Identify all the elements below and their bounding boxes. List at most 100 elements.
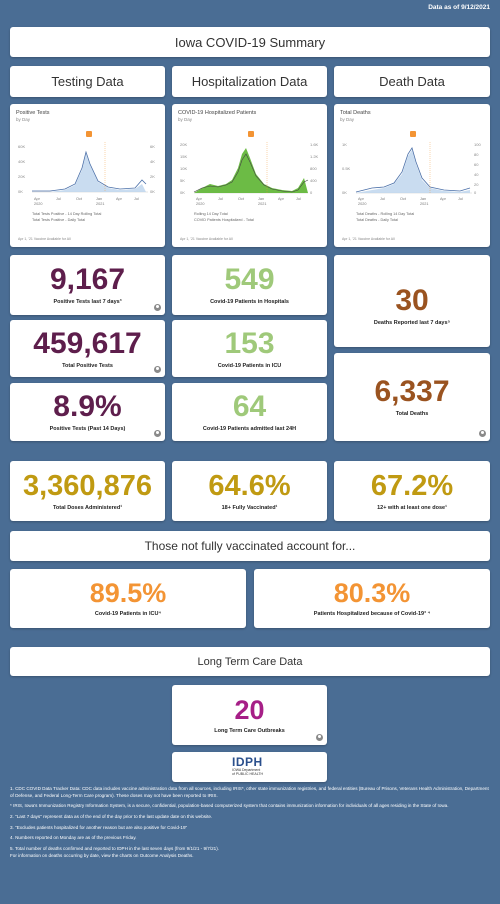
page-title: Iowa COVID-19 Summary	[174, 34, 326, 50]
stat-label: Total Doses Administered¹	[52, 504, 123, 511]
hospitalized-card[interactable]: 549 Covid-19 Patients in Hospitals	[172, 255, 327, 315]
unvax-hosp-card[interactable]: 80.3% Patients Hospitalized because of C…	[254, 569, 490, 628]
total-positive-tests-card[interactable]: 459,617 Total Positive Tests	[10, 320, 165, 377]
stat-label: Covid-19 Patients in ICU⁴	[94, 611, 162, 617]
unvax-icu-card[interactable]: 89.5% Covid-19 Patients in ICU⁴	[10, 569, 246, 628]
unvaccinated-header: Those not fully vaccinated account for..…	[10, 531, 490, 561]
stat-value: 3,360,876	[22, 469, 152, 502]
svg-text:0.5K: 0.5K	[342, 166, 351, 171]
user-icon[interactable]	[154, 430, 161, 437]
svg-text:Jul: Jul	[380, 197, 385, 201]
svg-text:Oct: Oct	[238, 197, 245, 201]
stat-value: 459,617	[33, 326, 142, 360]
footnote: For information on deaths occurring by d…	[10, 852, 194, 858]
chart-subtitle: by Day	[178, 117, 193, 122]
idph-logo: IDPH IOWA Department of PUBLIC HEALTH	[232, 756, 263, 776]
stat-value: 20	[234, 694, 265, 725]
idph-logo-line2: of PUBLIC HEALTH	[232, 772, 264, 776]
stat-label: Positive Tests last 7 days³	[53, 299, 122, 305]
legend-item: Rolling 14 Day Total	[194, 212, 228, 216]
legend-item: Total Deaths - Daily Total	[356, 218, 398, 222]
stat-label: Deaths Reported last 7 days⁵	[373, 320, 451, 326]
positivity-rate-card[interactable]: 8.9% Positive Tests (Past 14 Days)	[10, 383, 165, 441]
stat-value: 89.5%	[89, 578, 167, 608]
info-icon[interactable]	[86, 131, 92, 137]
svg-text:0K: 0K	[180, 190, 185, 195]
svg-text:0: 0	[310, 190, 313, 195]
svg-text:Oct: Oct	[76, 197, 83, 201]
footnote: 2. "Last 7 days" represent data as of th…	[10, 813, 213, 819]
stat-label: Patients Hospitalized because of Covid-1…	[313, 611, 431, 617]
svg-text:2021: 2021	[420, 202, 428, 206]
testing-header-label: Testing Data	[51, 74, 124, 89]
stat-value: 6,337	[374, 375, 450, 408]
chart-note: Apr 1, '21 Vaccine Available for All	[18, 237, 71, 241]
svg-text:80: 80	[474, 152, 479, 157]
stat-label: Total Deaths	[395, 411, 429, 417]
svg-text:400: 400	[310, 178, 317, 183]
stat-value: 64	[232, 390, 267, 423]
testing-header: Testing Data	[10, 66, 165, 97]
info-icon[interactable]	[248, 131, 254, 137]
user-icon[interactable]	[154, 304, 161, 311]
ltc-outbreaks-card[interactable]: 20 Long Term Care Outbreaks	[172, 685, 327, 745]
death-header-label: Death Data	[379, 74, 445, 89]
user-icon[interactable]	[479, 430, 486, 437]
positive-tests-chart[interactable]: Positive Tests by Day 60K 40K 20K 0K 6K 4K 2K…	[10, 104, 165, 247]
svg-text:Jul: Jul	[218, 197, 223, 201]
one-dose-card[interactable]: 67.2% 12+ with at least one dose¹	[334, 461, 490, 521]
total-deaths-card[interactable]: 6,337 Total Deaths	[334, 353, 490, 441]
icu-card[interactable]: 153 Covid-19 Patients in ICU	[172, 320, 327, 377]
svg-text:60: 60	[474, 162, 479, 167]
total-doses-card[interactable]: 3,360,876 Total Doses Administered¹	[10, 461, 165, 521]
svg-text:2K: 2K	[150, 174, 155, 179]
admitted-24h-card[interactable]: 64 Covid-19 Patients admitted last 24H	[172, 383, 327, 441]
stat-value: 8.9%	[53, 390, 122, 423]
stat-value: 67.2%	[370, 469, 454, 502]
svg-text:20K: 20K	[18, 174, 25, 179]
svg-text:Apr: Apr	[440, 197, 447, 201]
footnotes: 1. CDC COVID Data Tracker Data: CDC data…	[10, 786, 490, 863]
svg-text:2020: 2020	[196, 202, 204, 206]
chart-subtitle: by Day	[16, 117, 31, 122]
idph-logo-card[interactable]: IDPH IOWA Department of PUBLIC HEALTH	[172, 752, 327, 782]
svg-text:0: 0	[474, 190, 477, 195]
idph-logo-line1: IOWA Department	[232, 768, 261, 772]
svg-text:Jan: Jan	[420, 197, 426, 201]
stat-label: Total Positive Tests	[62, 362, 113, 369]
stat-label: 18+ Fully Vaccinated¹	[221, 504, 278, 511]
deaths-7day-card[interactable]: 30 Deaths Reported last 7 days⁵	[334, 255, 490, 347]
user-icon[interactable]	[316, 734, 323, 741]
svg-text:20: 20	[474, 182, 479, 187]
footnote: 4. Numbers reported on Monday are as of …	[10, 835, 137, 841]
chart-title: Total Deaths	[340, 110, 371, 116]
svg-text:6K: 6K	[150, 144, 155, 149]
stat-label: Positive Tests (Past 14 Days)	[49, 426, 126, 432]
ltc-header: Long Term Care Data	[10, 647, 490, 676]
info-icon[interactable]	[410, 131, 416, 137]
svg-text:Jul: Jul	[296, 197, 301, 201]
svg-text:1.2K: 1.2K	[310, 154, 319, 159]
positive-tests-7day-card[interactable]: 9,167 Positive Tests last 7 days³	[10, 255, 165, 315]
svg-text:40: 40	[474, 172, 479, 177]
hospitalization-header-label: Hospitalization Data	[191, 74, 308, 89]
as-of-date: Data as of 9/12/2021	[428, 4, 490, 11]
title-card: Iowa COVID-19 Summary	[10, 27, 490, 57]
hospitalized-chart[interactable]: COVID-19 Hospitalized Patients by Day 20…	[172, 104, 327, 247]
stat-value: 64.6%	[208, 469, 291, 502]
svg-text:0K: 0K	[342, 190, 347, 195]
footnote: 3. "Excludes patients hospitalized for a…	[10, 824, 188, 830]
svg-text:Jan: Jan	[96, 197, 102, 201]
total-deaths-chart[interactable]: Total Deaths by Day 1K 0.5K 0K 100 80 60 40 20…	[334, 104, 490, 247]
stat-label: Covid-19 Patients in Hospitals	[210, 299, 289, 305]
fully-vaccinated-card[interactable]: 64.6% 18+ Fully Vaccinated¹	[172, 461, 327, 521]
svg-text:800: 800	[310, 166, 317, 171]
user-icon[interactable]	[154, 366, 161, 373]
svg-text:Apr: Apr	[34, 197, 41, 201]
hospitalization-header: Hospitalization Data	[172, 66, 327, 97]
footnote: 1. CDC COVID Data Tracker Data: CDC data…	[10, 786, 489, 798]
stat-value: 153	[224, 326, 275, 360]
svg-text:2021: 2021	[258, 202, 266, 206]
svg-text:0K: 0K	[150, 189, 155, 194]
stat-label: Covid-19 Patients admitted last 24H	[202, 426, 297, 432]
